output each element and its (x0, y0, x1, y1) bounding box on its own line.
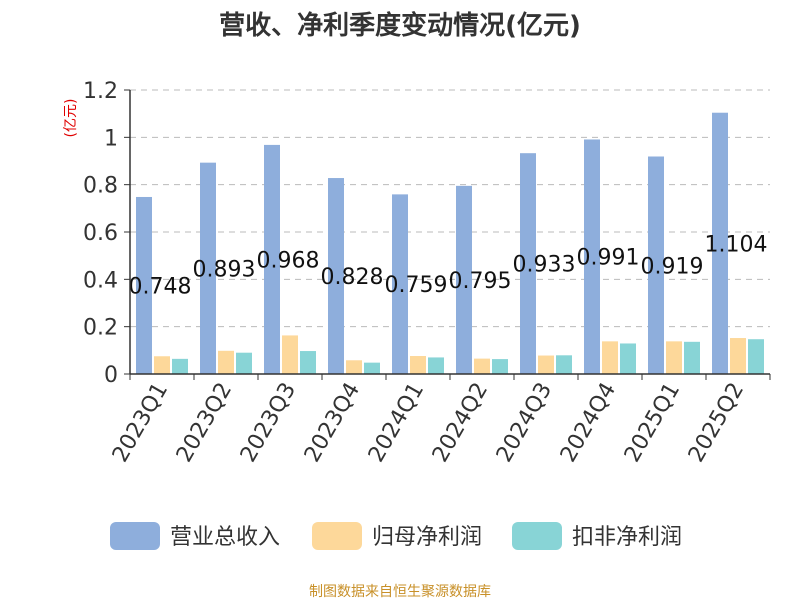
y-tick-label: 1 (104, 126, 118, 151)
data-label: 0.991 (577, 246, 640, 271)
x-tick-label: 2025Q2 (684, 379, 749, 467)
legend-label: 营业总收入 (170, 525, 280, 550)
bar-adjusted-net-profit (492, 359, 508, 374)
bar-adjusted-net-profit (748, 339, 764, 374)
y-tick-label: 0 (104, 363, 118, 388)
data-label: 0.933 (513, 253, 576, 278)
bar-revenue (392, 194, 408, 374)
x-tick-label: 2023Q2 (172, 379, 237, 467)
bar-adjusted-net-profit (428, 357, 444, 374)
bar-net-profit (474, 358, 490, 374)
y-ticks: 0 0.2 0.4 0.6 0.8 1 1.2 (83, 79, 130, 388)
source-note: 制图数据来自恒生聚源数据库 (309, 584, 491, 600)
bar-adjusted-net-profit (172, 358, 188, 374)
data-label: 0.748 (129, 274, 192, 299)
bar-adjusted-net-profit (364, 362, 380, 374)
y-tick-label: 0.6 (83, 221, 118, 246)
data-label: 0.919 (641, 254, 704, 279)
y-tick-label: 1.2 (83, 79, 118, 104)
x-tick-label: 2024Q3 (492, 379, 557, 467)
bar-net-profit (346, 360, 362, 374)
legend-swatch (110, 522, 160, 550)
bars (136, 112, 764, 374)
bar-revenue (712, 112, 728, 374)
x-ticks: 2023Q12023Q22023Q32023Q42024Q12024Q22024… (108, 374, 771, 467)
legend: 营业总收入 归母净利润 扣非净利润 (110, 522, 682, 550)
bar-net-profit (666, 341, 682, 374)
bar-net-profit (602, 341, 618, 374)
bar-net-profit (410, 356, 426, 374)
x-tick-label: 2023Q4 (300, 379, 365, 467)
bar-revenue (200, 162, 216, 374)
x-tick-label: 2024Q1 (364, 379, 429, 467)
x-tick-label: 2024Q2 (428, 379, 493, 467)
y-axis-label: (亿元) (63, 99, 79, 138)
bar-net-profit (282, 335, 298, 374)
bar-net-profit (538, 355, 554, 374)
bar-adjusted-net-profit (236, 352, 252, 374)
data-label: 0.759 (385, 273, 448, 298)
bar-revenue (264, 144, 280, 374)
bar-net-profit (218, 350, 234, 374)
data-label: 0.795 (449, 269, 512, 294)
y-tick-label: 0.8 (83, 174, 118, 199)
y-tick-label: 0.2 (83, 316, 118, 341)
bar-adjusted-net-profit (620, 343, 636, 374)
data-label: 0.893 (193, 257, 256, 282)
x-tick-label: 2023Q1 (108, 379, 173, 467)
x-tick-label: 2023Q3 (236, 379, 301, 467)
bar-net-profit (154, 356, 170, 374)
bar-adjusted-net-profit (684, 341, 700, 374)
bar-net-profit (730, 338, 746, 374)
data-label: 0.968 (257, 248, 320, 273)
data-label: 1.104 (705, 232, 768, 257)
legend-swatch (312, 522, 362, 550)
x-tick-label: 2025Q1 (620, 379, 685, 467)
bar-revenue (328, 178, 344, 374)
bar-revenue (520, 153, 536, 374)
bar-revenue (648, 156, 664, 374)
legend-label: 扣非净利润 (572, 525, 682, 550)
bar-revenue (584, 139, 600, 374)
bar-revenue (136, 196, 152, 374)
y-tick-label: 0.4 (83, 268, 118, 293)
bar-adjusted-net-profit (300, 351, 316, 374)
bar-adjusted-net-profit (556, 355, 572, 374)
chart-title: 营收、净利季度变动情况(亿元) (219, 10, 581, 41)
legend-swatch (512, 522, 562, 550)
bar-revenue (456, 185, 472, 374)
x-tick-label: 2024Q4 (556, 379, 621, 467)
legend-label: 归母净利润 (372, 525, 482, 550)
data-label: 0.828 (321, 265, 384, 290)
